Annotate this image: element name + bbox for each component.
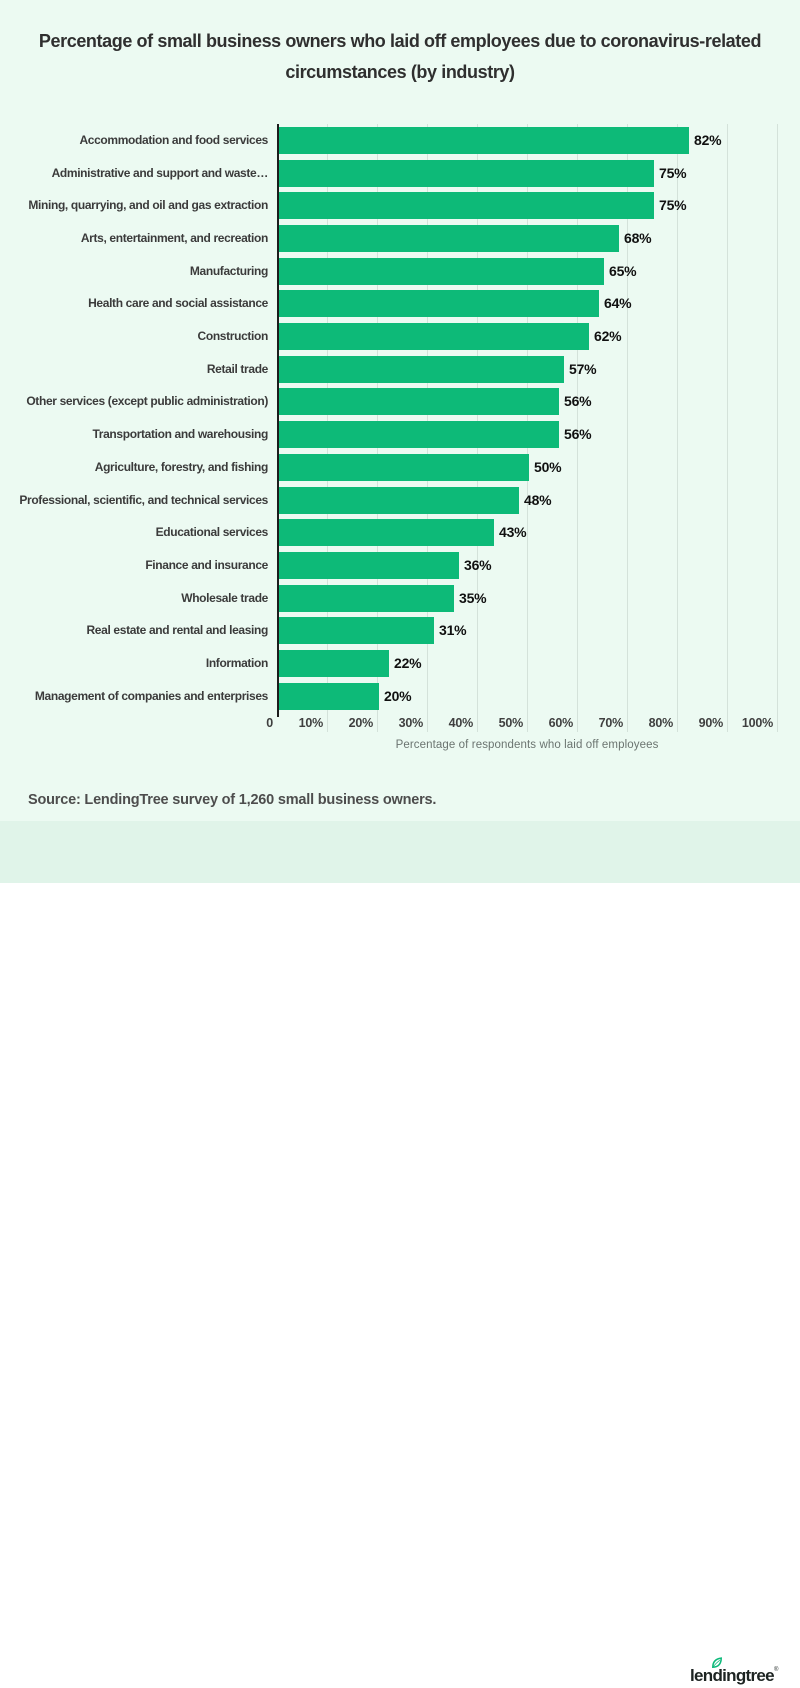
bar [279, 159, 654, 187]
bar-value-label: 56% [564, 393, 592, 410]
category-label: Administrative and support and waste… [51, 165, 269, 180]
bar-value-label: 36% [464, 556, 492, 573]
chart-title-line1: Percentage of small business owners who … [38, 31, 762, 51]
category-label: Agriculture, forestry, and fishing [94, 459, 269, 474]
category-label: Construction [197, 329, 269, 344]
x-tick-label: 90% [698, 716, 724, 730]
category-label: Finance and insurance [145, 557, 268, 572]
bar [279, 453, 529, 481]
category-label: Retail trade [206, 361, 269, 376]
x-tick-label: 100% [741, 716, 773, 730]
bar [279, 519, 494, 547]
bar [279, 682, 379, 710]
bar-value-label: 68% [624, 229, 652, 246]
category-label: Mining, quarrying, and oil and gas extra… [28, 198, 268, 213]
bar [279, 355, 564, 383]
x-tick-label: 0 [266, 716, 273, 730]
category-label: Other services (except public administra… [26, 394, 268, 409]
bar-value-label: 75% [659, 197, 687, 214]
chart-title: Percentage of small business owners who … [0, 26, 800, 88]
bar-value-label: 20% [384, 687, 412, 704]
bar [279, 388, 559, 416]
x-tick-label: 30% [398, 716, 424, 730]
bar [279, 126, 689, 154]
x-tick-label: 10% [298, 716, 324, 730]
bar-chart: Percentage of respondents who laid off e… [19, 124, 778, 751]
x-axis-label: Percentage of respondents who laid off e… [395, 739, 659, 751]
bar [279, 650, 389, 678]
gridline [577, 124, 578, 732]
bar [279, 257, 604, 285]
source-note: Source: LendingTree survey of 1,260 smal… [28, 792, 437, 808]
bar [279, 323, 589, 351]
chart-title-line2: circumstances (by industry) [285, 62, 515, 82]
category-label: Management of companies and enterprises [34, 688, 268, 703]
bar-value-label: 48% [524, 491, 552, 508]
bar-value-label: 56% [564, 426, 592, 443]
lendingtree-logo: lendingtree® [690, 1657, 779, 1688]
gridline [677, 124, 678, 732]
category-label: Real estate and rental and leasing [86, 623, 268, 638]
x-tick-label: 20% [348, 716, 374, 730]
bar-value-label: 31% [439, 622, 467, 639]
bar-value-label: 57% [569, 360, 597, 377]
category-label: Transportation and warehousing [92, 427, 268, 442]
bar [279, 421, 559, 449]
x-tick-label: 50% [498, 716, 524, 730]
leaf-icon [712, 1657, 722, 1668]
bar [279, 584, 454, 612]
bar [279, 486, 519, 514]
bar-value-label: 22% [394, 655, 422, 672]
bar [279, 224, 619, 252]
bar-value-label: 50% [534, 458, 562, 475]
bar [279, 617, 434, 645]
bar-value-label: 64% [604, 295, 632, 312]
category-label: Health care and social assistance [88, 296, 268, 311]
x-tick-label: 80% [648, 716, 674, 730]
category-label: Information [205, 656, 269, 671]
category-label: Wholesale trade [181, 590, 268, 605]
bar-value-label: 75% [659, 164, 687, 181]
bar-value-label: 62% [594, 328, 622, 345]
x-tick-label: 40% [448, 716, 474, 730]
category-label: Accommodation and food services [79, 132, 268, 147]
bar-value-label: 65% [609, 262, 637, 279]
category-label: Arts, entertainment, and recreation [80, 230, 268, 245]
bar-value-label: 82% [694, 131, 722, 148]
bar-value-label: 43% [499, 524, 527, 541]
logo-trademark: ® [773, 1667, 779, 1673]
category-label: Educational services [155, 525, 269, 540]
bar [279, 290, 599, 318]
x-tick-label: 70% [598, 716, 624, 730]
y-axis-line [277, 124, 279, 717]
logo-text: lendingtree [690, 1666, 775, 1685]
bar [279, 551, 459, 579]
gridline [777, 124, 778, 732]
footer-band: lendingtree® [0, 821, 800, 1685]
gridline [727, 124, 728, 732]
category-label: Manufacturing [189, 263, 268, 278]
bar-value-label: 35% [459, 589, 487, 606]
category-label: Professional, scientific, and technical … [19, 492, 268, 507]
bar [279, 192, 654, 220]
gridline [627, 124, 628, 732]
x-tick-label: 60% [548, 716, 574, 730]
